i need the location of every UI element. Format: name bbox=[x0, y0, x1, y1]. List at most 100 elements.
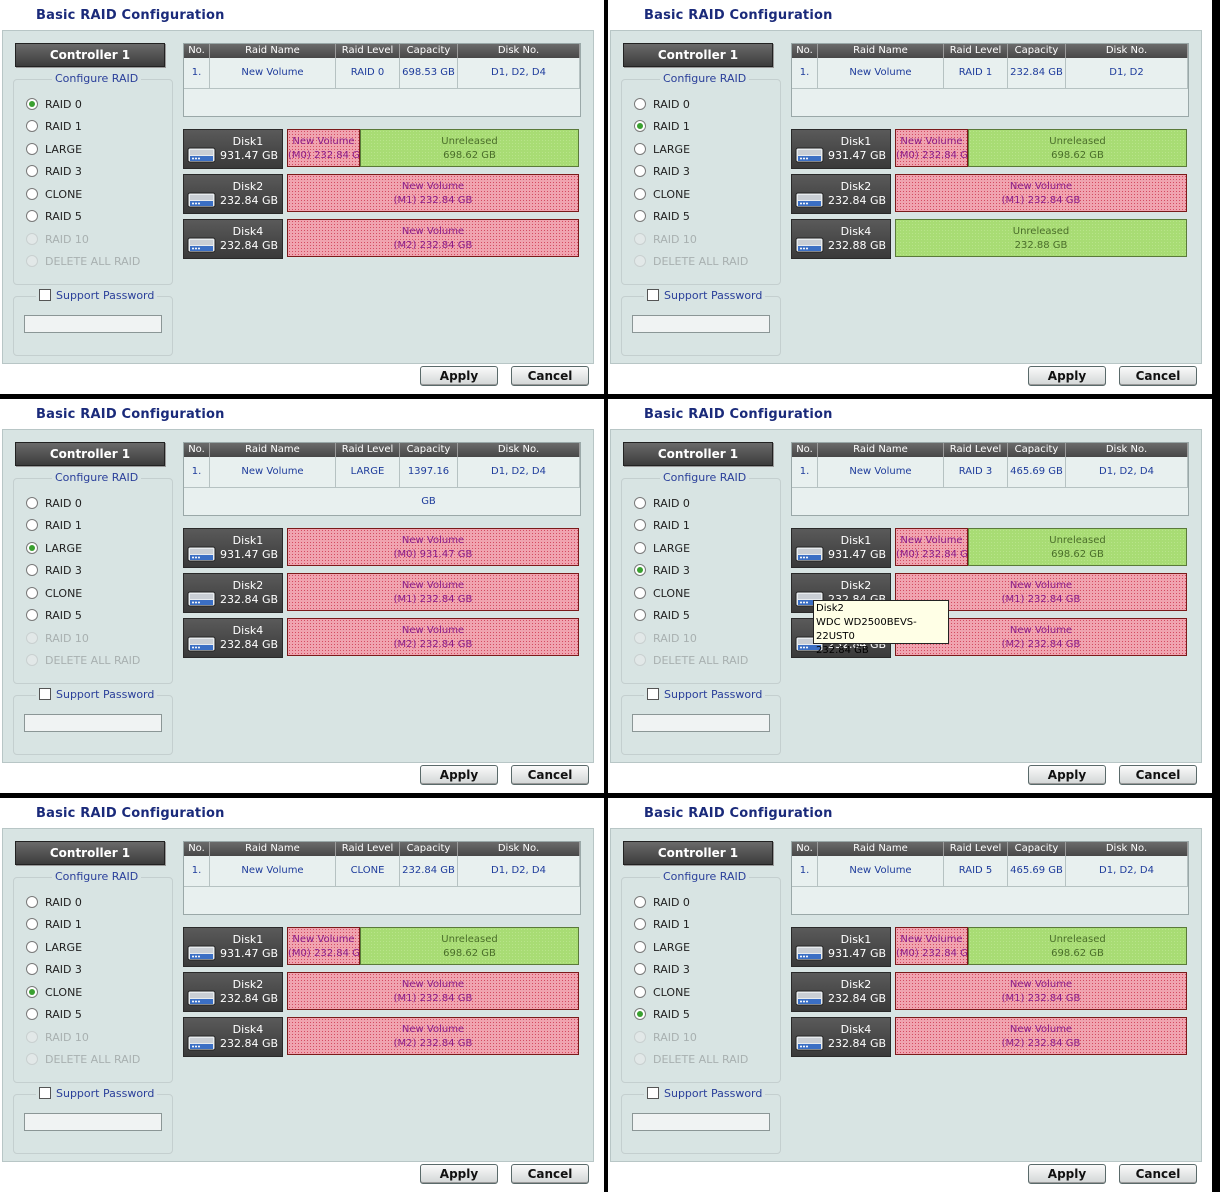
raid-option-raid-5[interactable]: RAID 5 bbox=[634, 1006, 690, 1024]
raid-option-raid-0[interactable]: RAID 0 bbox=[634, 894, 690, 912]
support-password-checkbox[interactable] bbox=[39, 289, 51, 301]
raid-option-raid-0[interactable]: RAID 0 bbox=[26, 894, 82, 912]
disk-tile[interactable]: Disk1 931.47 GB bbox=[791, 528, 891, 568]
disk-tile[interactable]: Disk1 931.47 GB bbox=[183, 528, 283, 568]
volume-segment[interactable]: New Volume (M2) 232.84 GB bbox=[895, 1017, 1187, 1055]
radio-button[interactable] bbox=[26, 143, 38, 155]
radio-button[interactable] bbox=[634, 941, 646, 953]
raid-option-raid-1[interactable]: RAID 1 bbox=[26, 118, 82, 136]
unreleased-segment[interactable]: Unreleased 698.62 GB bbox=[968, 129, 1187, 167]
radio-button[interactable] bbox=[26, 98, 38, 110]
volume-segment[interactable]: New Volume (M2) 232.84 GB bbox=[287, 1017, 579, 1055]
apply-button[interactable]: Apply bbox=[1028, 1164, 1106, 1184]
radio-button[interactable] bbox=[634, 587, 646, 599]
radio-button[interactable] bbox=[634, 519, 646, 531]
raid-option-raid-1[interactable]: RAID 1 bbox=[26, 517, 82, 535]
disk-tile[interactable]: Disk1 931.47 GB bbox=[183, 129, 283, 169]
radio-button[interactable] bbox=[26, 564, 38, 576]
apply-button[interactable]: Apply bbox=[420, 1164, 498, 1184]
raid-option-raid-5[interactable]: RAID 5 bbox=[634, 607, 690, 625]
password-input[interactable] bbox=[24, 714, 162, 732]
raid-option-raid-3[interactable]: RAID 3 bbox=[634, 163, 690, 181]
radio-button[interactable] bbox=[26, 896, 38, 908]
raid-option-raid-1[interactable]: RAID 1 bbox=[634, 916, 690, 934]
radio-button[interactable] bbox=[634, 609, 646, 621]
unreleased-segment[interactable]: Unreleased 698.62 GB bbox=[360, 129, 579, 167]
radio-button[interactable] bbox=[26, 542, 38, 554]
radio-button[interactable] bbox=[634, 165, 646, 177]
radio-button[interactable] bbox=[26, 210, 38, 222]
raid-option-raid-0[interactable]: RAID 0 bbox=[26, 96, 82, 114]
raid-option-large[interactable]: LARGE bbox=[634, 939, 690, 957]
raid-option-raid-5[interactable]: RAID 5 bbox=[26, 607, 82, 625]
radio-button[interactable] bbox=[26, 986, 38, 998]
apply-button[interactable]: Apply bbox=[420, 366, 498, 386]
radio-button[interactable] bbox=[26, 1008, 38, 1020]
raid-option-raid-5[interactable]: RAID 5 bbox=[634, 208, 690, 226]
support-password-option[interactable]: Support Password bbox=[36, 288, 158, 304]
raid-option-clone[interactable]: CLONE bbox=[634, 186, 690, 204]
radio-button[interactable] bbox=[634, 210, 646, 222]
cancel-button[interactable]: Cancel bbox=[1119, 366, 1197, 386]
raid-option-clone[interactable]: CLONE bbox=[26, 186, 82, 204]
volume-segment[interactable]: New Volume (M2) 232.84 GB bbox=[287, 618, 579, 656]
support-password-checkbox[interactable] bbox=[39, 688, 51, 700]
password-input[interactable] bbox=[24, 1113, 162, 1131]
controller-tab[interactable]: Controller 1 bbox=[15, 841, 165, 865]
radio-button[interactable] bbox=[26, 519, 38, 531]
radio-button[interactable] bbox=[26, 941, 38, 953]
radio-button[interactable] bbox=[26, 963, 38, 975]
raid-option-large[interactable]: LARGE bbox=[634, 540, 690, 558]
raid-option-raid-3[interactable]: RAID 3 bbox=[634, 961, 690, 979]
radio-button[interactable] bbox=[634, 120, 646, 132]
raid-option-clone[interactable]: CLONE bbox=[634, 984, 690, 1002]
volume-segment[interactable]: New Volume (M0) 232.84 GB bbox=[287, 927, 360, 965]
support-password-option[interactable]: Support Password bbox=[644, 687, 766, 703]
cancel-button[interactable]: Cancel bbox=[511, 366, 589, 386]
raid-option-raid-1[interactable]: RAID 1 bbox=[634, 517, 690, 535]
apply-button[interactable]: Apply bbox=[1028, 765, 1106, 785]
radio-button[interactable] bbox=[26, 587, 38, 599]
volume-segment[interactable]: New Volume (M1) 232.84 GB bbox=[895, 972, 1187, 1010]
volume-segment[interactable]: New Volume (M0) 232.84 GB bbox=[287, 129, 360, 167]
volume-segment[interactable]: New Volume (M1) 232.84 GB bbox=[287, 972, 579, 1010]
raid-option-clone[interactable]: CLONE bbox=[26, 984, 82, 1002]
disk-tile[interactable]: Disk1 931.47 GB bbox=[183, 927, 283, 967]
radio-button[interactable] bbox=[26, 609, 38, 621]
unreleased-segment[interactable]: Unreleased 698.62 GB bbox=[968, 528, 1187, 566]
volume-segment[interactable]: New Volume (M1) 232.84 GB bbox=[895, 174, 1187, 212]
disk-tile[interactable]: Disk4 232.88 GB bbox=[791, 219, 891, 259]
radio-button[interactable] bbox=[634, 986, 646, 998]
controller-tab[interactable]: Controller 1 bbox=[623, 442, 773, 466]
controller-tab[interactable]: Controller 1 bbox=[623, 841, 773, 865]
raid-option-large[interactable]: LARGE bbox=[634, 141, 690, 159]
disk-tile[interactable]: Disk1 931.47 GB bbox=[791, 129, 891, 169]
apply-button[interactable]: Apply bbox=[1028, 366, 1106, 386]
raid-option-large[interactable]: LARGE bbox=[26, 939, 82, 957]
disk-tile[interactable]: Disk1 931.47 GB bbox=[791, 927, 891, 967]
radio-button[interactable] bbox=[634, 564, 646, 576]
raid-option-large[interactable]: LARGE bbox=[26, 141, 82, 159]
support-password-option[interactable]: Support Password bbox=[36, 1086, 158, 1102]
controller-tab[interactable]: Controller 1 bbox=[623, 43, 773, 67]
raid-option-large[interactable]: LARGE bbox=[26, 540, 82, 558]
support-password-checkbox[interactable] bbox=[647, 1087, 659, 1099]
raid-option-raid-3[interactable]: RAID 3 bbox=[26, 163, 82, 181]
raid-option-raid-1[interactable]: RAID 1 bbox=[26, 916, 82, 934]
radio-button[interactable] bbox=[634, 188, 646, 200]
radio-button[interactable] bbox=[26, 188, 38, 200]
volume-segment[interactable]: New Volume (M0) 232.84 GB bbox=[895, 129, 968, 167]
controller-tab[interactable]: Controller 1 bbox=[15, 442, 165, 466]
support-password-option[interactable]: Support Password bbox=[644, 288, 766, 304]
radio-button[interactable] bbox=[26, 918, 38, 930]
support-password-option[interactable]: Support Password bbox=[644, 1086, 766, 1102]
cancel-button[interactable]: Cancel bbox=[511, 765, 589, 785]
radio-button[interactable] bbox=[26, 120, 38, 132]
